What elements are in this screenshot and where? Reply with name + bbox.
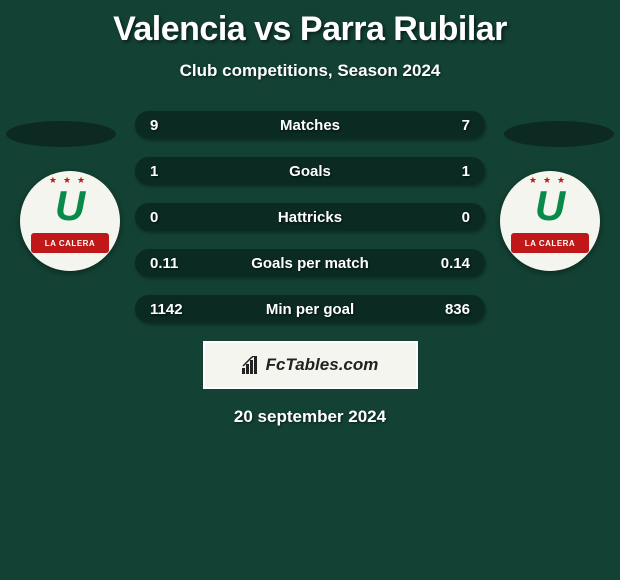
badge-letter: U [535, 185, 565, 227]
stat-label: Hattricks [136, 209, 484, 226]
stat-right-value: 7 [462, 117, 470, 134]
team-left-badge: ★★★ U LA CALERA [20, 171, 120, 271]
page-title: Valencia vs Parra Rubilar [0, 0, 620, 49]
stat-bar: 0 Hattricks 0 [135, 203, 485, 231]
stat-right-value: 0 [462, 209, 470, 226]
stat-bars: 9 Matches 7 1 Goals 1 0 Hattricks 0 0.11… [135, 111, 485, 323]
stat-bar: 1 Goals 1 [135, 157, 485, 185]
shadow-left [6, 121, 116, 147]
badge-ribbon: LA CALERA [31, 233, 109, 253]
team-right-badge: ★★★ U LA CALERA [500, 171, 600, 271]
stat-right-value: 1 [462, 163, 470, 180]
stat-right-value: 0.14 [441, 255, 470, 272]
stat-left-value: 9 [150, 117, 158, 134]
stat-right-value: 836 [445, 301, 470, 318]
stat-bar: 0.11 Goals per match 0.14 [135, 249, 485, 277]
stat-label: Goals [136, 163, 484, 180]
page-subtitle: Club competitions, Season 2024 [0, 61, 620, 81]
shadow-right [504, 121, 614, 147]
chart-icon [242, 356, 262, 374]
stat-bar: 1142 Min per goal 836 [135, 295, 485, 323]
stat-left-value: 1 [150, 163, 158, 180]
stat-label: Goals per match [136, 255, 484, 272]
stat-left-value: 1142 [150, 301, 183, 318]
badge-ribbon: LA CALERA [511, 233, 589, 253]
stat-left-value: 0.11 [150, 255, 178, 272]
stat-bar: 9 Matches 7 [135, 111, 485, 139]
stat-left-value: 0 [150, 209, 158, 226]
badge-letter: U [55, 185, 85, 227]
brand-text: FcTables.com [266, 355, 379, 375]
stat-label: Matches [136, 117, 484, 134]
date-text: 20 september 2024 [0, 407, 620, 427]
comparison-content: ★★★ U LA CALERA ★★★ U LA CALERA 9 Matche… [0, 111, 620, 427]
stat-label: Min per goal [136, 301, 484, 318]
brand-box: FcTables.com [203, 341, 418, 389]
